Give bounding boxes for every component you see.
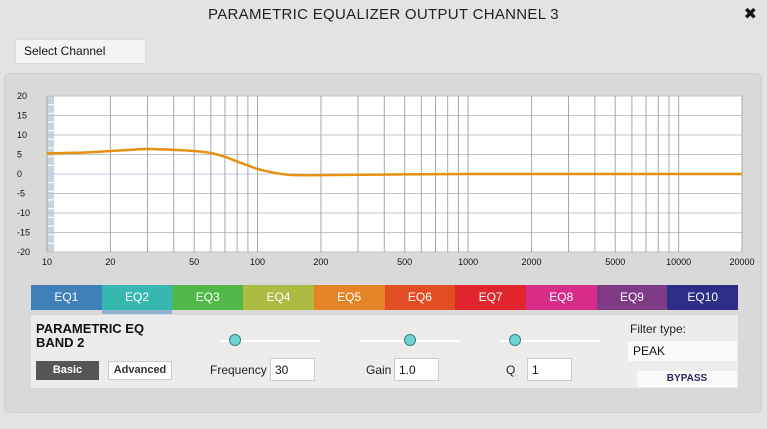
tab-eq6[interactable]: EQ6	[384, 285, 456, 310]
gain-slider[interactable]	[361, 334, 459, 346]
y-tick-label: 15	[17, 111, 27, 121]
band-title-line2: BAND 2	[36, 335, 85, 350]
tab-eq7[interactable]: EQ7	[455, 285, 526, 310]
filter-type-select[interactable]: PEAK	[628, 341, 737, 361]
title-bar: PARAMETRIC EQUALIZER OUTPUT CHANNEL 3 ✖	[0, 0, 767, 30]
tab-eq3[interactable]: EQ3	[172, 285, 244, 310]
y-tick-label: -5	[17, 189, 25, 199]
band-title: PARAMETRIC EQ BAND 2	[36, 322, 176, 350]
tab-eq8[interactable]: EQ8	[525, 285, 597, 310]
frequency-slider[interactable]	[221, 334, 319, 346]
x-tick-label: 5000	[605, 257, 625, 267]
tab-eq9[interactable]: EQ9	[596, 285, 668, 310]
gain-input[interactable]	[394, 358, 439, 381]
tab-eq4[interactable]: EQ4	[243, 285, 314, 310]
tab-eq1[interactable]: EQ1	[31, 285, 102, 310]
y-tick-label: 5	[17, 150, 22, 160]
tab-eq5[interactable]: EQ5	[313, 285, 385, 310]
x-tick-label: 1000	[458, 257, 478, 267]
x-tick-label: 10000	[666, 257, 691, 267]
x-tick-label: 20000	[729, 257, 754, 267]
y-tick-label: -20	[17, 247, 30, 257]
close-icon[interactable]: ✖	[743, 6, 757, 23]
x-tick-label: 50	[189, 257, 199, 267]
x-tick-label: 2000	[521, 257, 541, 267]
q-label: Q	[506, 363, 516, 377]
filter-type-label: Filter type:	[630, 322, 687, 336]
y-tick-label: -15	[17, 228, 30, 238]
y-tick-label: 0	[17, 169, 22, 179]
tab-eq10[interactable]: EQ10	[667, 285, 739, 310]
gain-slider-knob[interactable]	[404, 334, 416, 346]
q-slider-knob[interactable]	[508, 334, 521, 346]
tab-eq2[interactable]: EQ2	[101, 285, 173, 314]
x-tick-label: 200	[313, 257, 328, 267]
y-tick-label: -10	[17, 208, 30, 218]
band-settings-panel: PARAMETRIC EQ BAND 2 Basic Advanced Freq…	[31, 315, 738, 388]
frequency-slider-knob[interactable]	[228, 334, 241, 346]
y-tick-label: 20	[17, 91, 27, 101]
window-title: PARAMETRIC EQUALIZER OUTPUT CHANNEL 3	[208, 6, 559, 23]
x-tick-label: 20	[105, 257, 115, 267]
bypass-button[interactable]: BYPASS	[637, 371, 737, 387]
band-title-line1: PARAMETRIC EQ	[36, 321, 145, 336]
basic-mode-button[interactable]: Basic	[36, 361, 99, 380]
frequency-input[interactable]	[270, 358, 315, 381]
gain-label: Gain	[366, 363, 392, 377]
response-curve	[46, 147, 742, 177]
x-tick-label: 100	[250, 257, 265, 267]
advanced-mode-button[interactable]: Advanced	[108, 361, 172, 380]
y-tick-label: 10	[17, 130, 27, 140]
select-channel-button[interactable]: Select Channel	[15, 39, 146, 64]
x-tick-label: 10	[42, 257, 52, 267]
q-slider[interactable]	[501, 334, 599, 346]
frequency-label: Frequency	[210, 363, 267, 377]
q-input[interactable]	[527, 358, 572, 381]
eq-band-tabs: EQ1 EQ2 EQ3 EQ4 EQ5 EQ6 EQ7 EQ8 EQ9 EQ10	[31, 285, 739, 314]
x-tick-label: 500	[397, 257, 412, 267]
